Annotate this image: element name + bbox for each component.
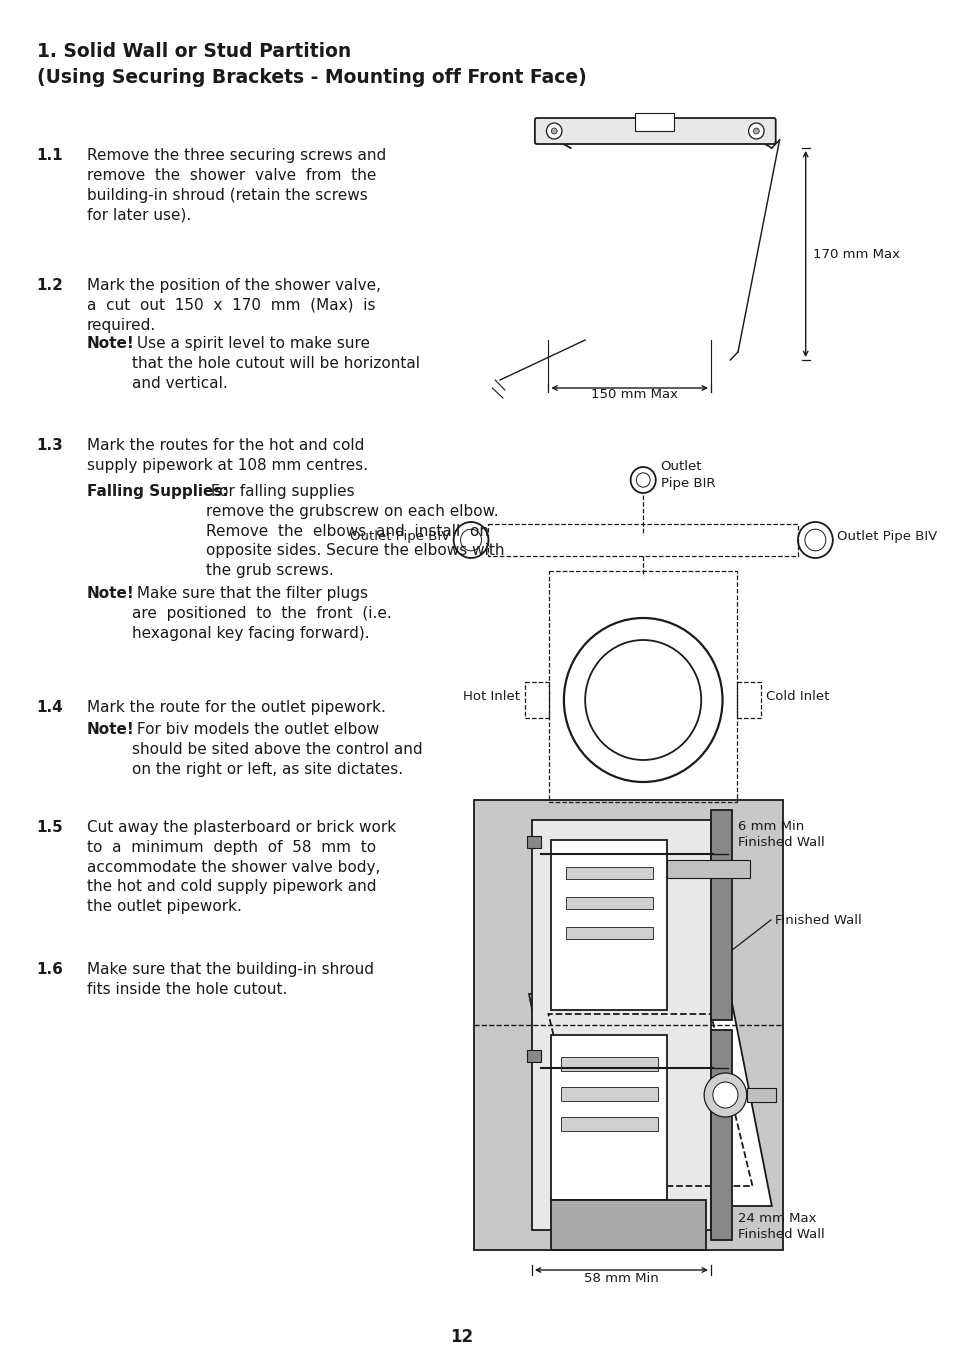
FancyBboxPatch shape: [535, 118, 775, 144]
Bar: [560, 1117, 657, 1131]
Bar: [474, 800, 782, 1250]
Bar: [527, 835, 540, 848]
Text: Hot Inlet: Hot Inlet: [463, 691, 519, 704]
Bar: [560, 1057, 657, 1071]
Circle shape: [712, 1082, 738, 1108]
Text: Outlet
Pipe BIR: Outlet Pipe BIR: [659, 460, 715, 490]
Bar: [551, 1034, 667, 1200]
Text: Note!: Note!: [87, 722, 134, 737]
Text: Outlet Pipe BIV: Outlet Pipe BIV: [349, 529, 449, 543]
Bar: [527, 1049, 540, 1062]
Text: Use a spirit level to make sure
that the hole cutout will be horizontal
and vert: Use a spirit level to make sure that the…: [132, 336, 419, 390]
Text: 1.5: 1.5: [37, 821, 64, 835]
Circle shape: [753, 129, 759, 134]
Bar: [551, 839, 667, 1010]
Text: For biv models the outlet elbow
should be sited above the control and
on the rig: For biv models the outlet elbow should b…: [132, 722, 422, 777]
Circle shape: [703, 1072, 746, 1117]
Bar: [551, 1200, 705, 1250]
Circle shape: [551, 129, 557, 134]
Text: 150 mm Max: 150 mm Max: [590, 389, 678, 401]
Text: Make sure that the building-in shroud
fits inside the hole cutout.: Make sure that the building-in shroud fi…: [87, 961, 374, 997]
Bar: [565, 867, 652, 879]
Text: 24 mm Max
Finished Wall: 24 mm Max Finished Wall: [738, 1212, 824, 1242]
Text: 1.3: 1.3: [37, 437, 64, 454]
Text: 1.1: 1.1: [37, 148, 63, 162]
Text: 6 mm Min
Finished Wall: 6 mm Min Finished Wall: [738, 819, 824, 849]
Text: 1.4: 1.4: [37, 700, 64, 715]
Bar: [532, 821, 710, 1229]
Text: Remove the three securing screws and
remove  the  shower  valve  from  the
build: Remove the three securing screws and rem…: [87, 148, 386, 222]
Text: 12: 12: [449, 1328, 473, 1346]
Circle shape: [748, 123, 763, 139]
Text: For falling supplies
remove the grubscrew on each elbow.
Remove  the  elbows  an: For falling supplies remove the grubscre…: [206, 483, 504, 578]
Text: Make sure that the filter plugs
are  positioned  to  the  front  (i.e.
hexagonal: Make sure that the filter plugs are posi…: [132, 586, 391, 640]
Text: 170 mm Max: 170 mm Max: [813, 248, 900, 260]
Text: Finished Wall: Finished Wall: [774, 914, 861, 926]
Bar: [667, 860, 749, 877]
Polygon shape: [529, 994, 771, 1206]
Text: (Using Securing Brackets - Mounting off Front Face): (Using Securing Brackets - Mounting off …: [37, 68, 586, 87]
Circle shape: [546, 123, 561, 139]
Text: Cut away the plasterboard or brick work
to  a  minimum  depth  of  58  mm  to
ac: Cut away the plasterboard or brick work …: [87, 821, 395, 914]
Text: Outlet Pipe BIV: Outlet Pipe BIV: [836, 529, 936, 543]
Bar: [565, 927, 652, 940]
Text: 1. Solid Wall or Stud Partition: 1. Solid Wall or Stud Partition: [37, 42, 351, 61]
Text: 1.2: 1.2: [37, 278, 64, 292]
Text: 1.6: 1.6: [37, 961, 64, 978]
Bar: [710, 1030, 731, 1240]
Bar: [565, 896, 652, 909]
Bar: [560, 1087, 657, 1101]
Text: Note!: Note!: [87, 586, 134, 601]
Text: 58 mm Min: 58 mm Min: [583, 1271, 659, 1285]
Bar: [635, 112, 674, 131]
Text: Mark the routes for the hot and cold
supply pipework at 108 mm centres.: Mark the routes for the hot and cold sup…: [87, 437, 368, 473]
Text: Mark the route for the outlet pipework.: Mark the route for the outlet pipework.: [87, 700, 386, 715]
Bar: [710, 810, 731, 1020]
Bar: [746, 1089, 775, 1102]
Text: Note!: Note!: [87, 336, 134, 351]
Text: Cold Inlet: Cold Inlet: [765, 691, 828, 704]
Text: Falling Supplies:: Falling Supplies:: [87, 483, 229, 500]
Text: Shower  Control: Shower Control: [589, 821, 696, 833]
Text: Mark the position of the shower valve,
a  cut  out  150  x  170  mm  (Max)  is
r: Mark the position of the shower valve, a…: [87, 278, 380, 333]
